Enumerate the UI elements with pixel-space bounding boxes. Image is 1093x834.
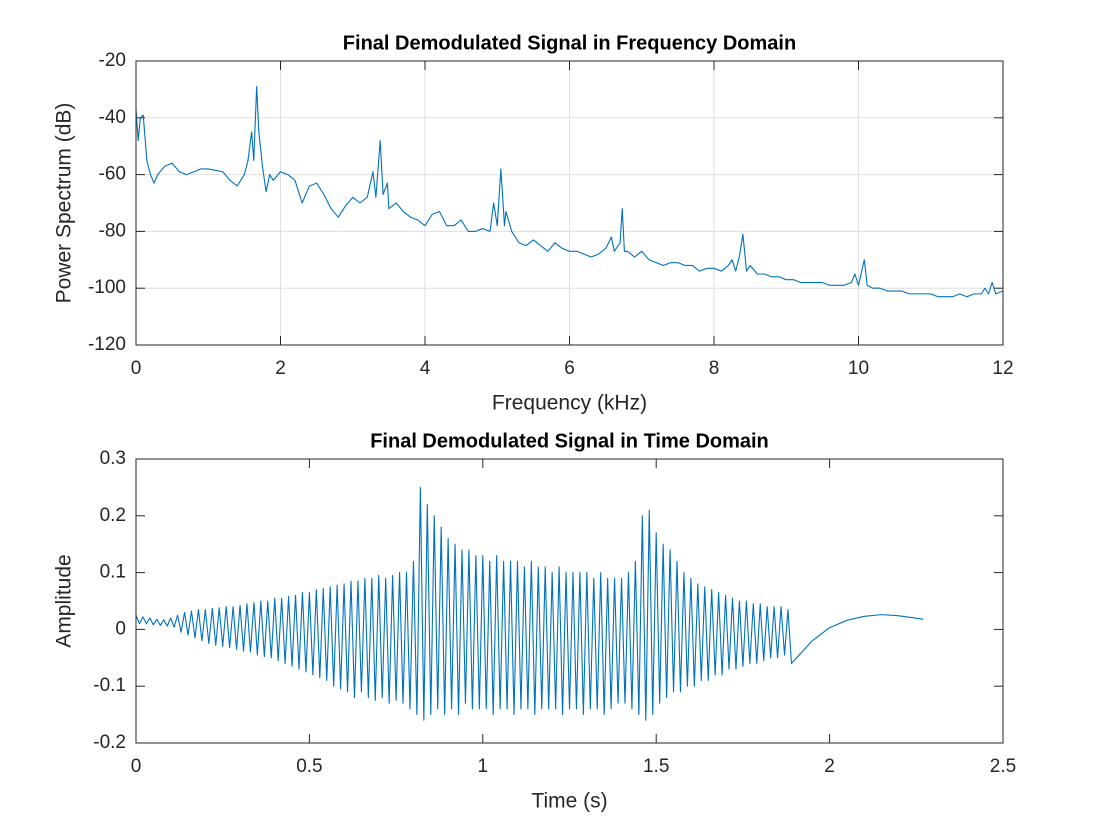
y-tick-label: -0.2 <box>93 732 126 753</box>
data-line <box>135 486 924 721</box>
x-tick-label: 12 <box>992 358 1013 379</box>
y-tick-label: -40 <box>99 107 126 128</box>
y-axis-label: Amplitude <box>53 554 76 647</box>
x-tick-label: 10 <box>848 358 869 379</box>
x-tick-label: 8 <box>709 358 720 379</box>
chart-title: Final Demodulated Signal in Frequency Do… <box>343 32 796 54</box>
y-tick-label: -0.1 <box>93 675 126 696</box>
axes-box <box>135 60 1004 346</box>
x-tick-label: 0 <box>131 358 142 379</box>
x-tick-label: 1 <box>478 756 489 777</box>
chart-title: Final Demodulated Signal in Time Domain <box>370 430 769 452</box>
x-tick-label: 1.5 <box>643 756 669 777</box>
y-tick-label: 0.1 <box>100 562 126 583</box>
y-tick-label: 0.2 <box>100 505 126 526</box>
x-tick-label: 2 <box>824 756 835 777</box>
x-tick-label: 6 <box>564 358 575 379</box>
y-axis-label: Power Spectrum (dB) <box>53 103 76 304</box>
x-axis-label: Time (s) <box>531 790 607 813</box>
y-tick-label: -60 <box>99 164 126 185</box>
y-tick-label: -20 <box>99 50 126 71</box>
x-tick-label: 4 <box>420 358 431 379</box>
y-tick-label: -100 <box>88 277 126 298</box>
x-axis-label: Frequency (kHz) <box>492 392 647 415</box>
axes-box <box>135 458 1004 744</box>
y-tick-label: 0 <box>115 618 126 639</box>
data-line <box>135 86 1004 298</box>
x-tick-label: 0 <box>131 756 142 777</box>
y-tick-label: -80 <box>99 220 126 241</box>
y-tick-label: 0.3 <box>100 448 126 469</box>
y-tick-label: -120 <box>88 334 126 355</box>
x-tick-label: 2 <box>275 358 286 379</box>
x-tick-label: 0.5 <box>296 756 322 777</box>
x-tick-label: 2.5 <box>990 756 1016 777</box>
